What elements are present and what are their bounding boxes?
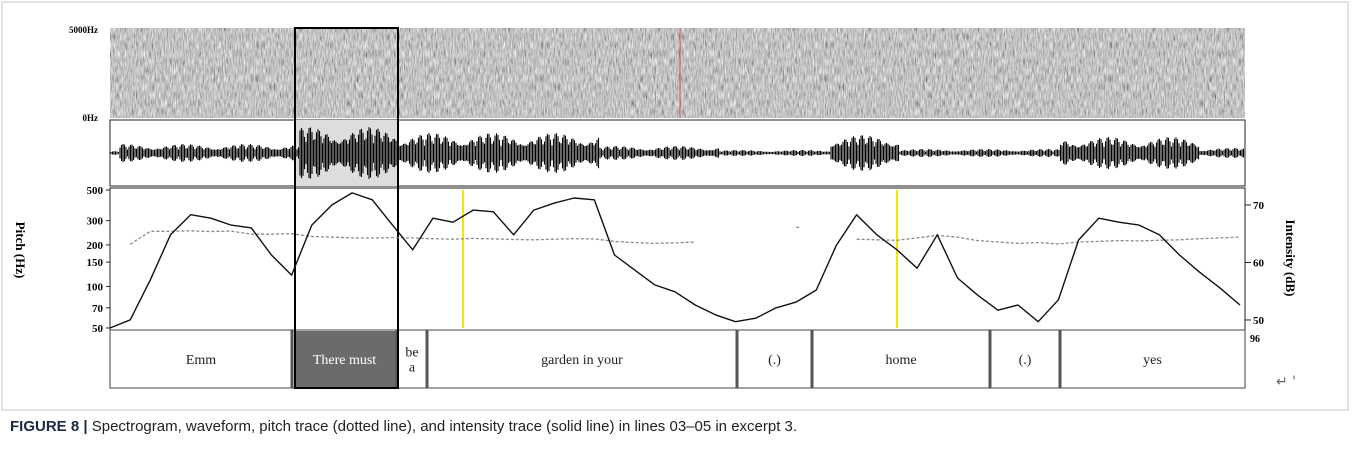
tier-label: yes [1143, 353, 1162, 368]
figure: 5000Hz 0Hz Pitch (Hz) Intensity (dB) Emm… [1, 1, 1349, 411]
spectrogram-bottom-label: 0Hz [83, 113, 99, 123]
tier-side-label: 96 [1250, 334, 1260, 345]
selection-box [294, 27, 399, 389]
y-tick-label: 200 [87, 240, 104, 252]
spectrogram [110, 28, 1245, 118]
caption-label: FIGURE 8 | [10, 418, 88, 435]
tier-label: (.) [1019, 353, 1032, 368]
caption-text: Spectrogram, waveform, pitch trace (dott… [91, 418, 798, 435]
tier-label: There must [313, 353, 376, 368]
caption: FIGURE 8 | Spectrogram, waveform, pitch … [10, 418, 1340, 435]
tier-label: a [409, 361, 416, 376]
y2-tick-label: 50 [1253, 315, 1265, 327]
y2-axis-title: Intensity (dB) [1283, 220, 1298, 297]
tier-label: (.) [768, 353, 781, 368]
spectrogram-top-label: 5000Hz [69, 25, 98, 35]
tier-label: be [405, 346, 418, 361]
intensity-trace [109, 192, 1241, 329]
y-tick-label: 100 [87, 281, 104, 293]
waveform-trace [110, 127, 1245, 179]
tier-frame [109, 329, 1246, 389]
y2-tick-label: 60 [1253, 257, 1265, 269]
y-tick-label: 150 [87, 257, 104, 269]
tier-label: garden in your [541, 353, 623, 368]
waveform [110, 127, 1245, 179]
tier-highlight [294, 331, 396, 387]
y-tick-label: 500 [87, 185, 104, 197]
y2-tick-label: 70 [1253, 200, 1265, 212]
figure-border [1, 1, 1349, 411]
y-tick-label: 50 [92, 323, 104, 335]
tier-label: Emm [186, 353, 216, 368]
tier-label: home [885, 353, 916, 368]
text-grid: Emm There must bea garden in your (.) home (.)… [109, 329, 1246, 389]
corner-mark: ↵ ' [1276, 374, 1296, 390]
y-tick-label: 70 [92, 303, 104, 315]
y-axis-title: Pitch (Hz) [13, 222, 28, 279]
y-tick-label: 300 [87, 216, 104, 228]
pitch-frame [109, 187, 1246, 331]
pitch-trace [129, 226, 1241, 245]
